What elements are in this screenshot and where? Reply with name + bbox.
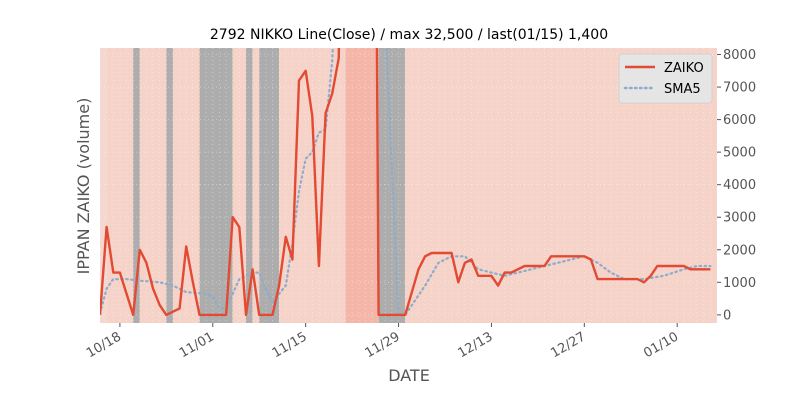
y-tick-label: 1000: [723, 276, 756, 291]
x-tick-label: 12/27: [548, 329, 588, 361]
y-tick-label: 2000: [723, 243, 756, 258]
background-band-pink: [172, 48, 200, 323]
grid-lines: [100, 48, 717, 323]
x-tick-label: 11/01: [177, 329, 217, 361]
background-band-pink: [252, 48, 260, 323]
background-band-pink: [139, 48, 167, 323]
background-band-gray: [378, 48, 406, 323]
y-tick-label: 8000: [723, 48, 756, 63]
series-layer: [100, 48, 712, 317]
legend-label-zaiko: ZAIKO: [664, 61, 704, 76]
x-tick-label: 01/10: [641, 329, 681, 361]
x-tick-label: 11/15: [270, 329, 310, 361]
x-axis: 10/18 11/01 11/15 11/29 12/13 12/27 01/10: [84, 323, 681, 361]
background-band-gray: [199, 48, 233, 323]
background-band-gray: [133, 48, 140, 323]
x-tick-label: 12/13: [455, 329, 495, 361]
y-tick-label: 7000: [723, 81, 756, 96]
background-band-gray: [245, 48, 253, 323]
y-tick-label: 6000: [723, 113, 756, 128]
background-band-red: [345, 48, 379, 323]
background-band-pink: [106, 48, 134, 323]
y-tick-label: 3000: [723, 211, 756, 226]
x-axis-label: DATE: [388, 366, 430, 385]
y-axis-label: IPPAN ZAIKO (volume): [74, 98, 93, 275]
y-tick-label: 0: [723, 308, 731, 323]
chart-title: 2792 NIKKO Line(Close) / max 32,500 / la…: [210, 27, 608, 43]
y-axis: 0 1000 2000 3000 4000 5000 6000 7000 8000: [717, 48, 756, 323]
y-tick-label: 4000: [723, 178, 756, 193]
x-tick-label: 11/29: [363, 329, 403, 361]
background-band-pink: [279, 48, 346, 323]
legend-label-sma5: SMA5: [664, 82, 701, 97]
y-tick-label: 5000: [723, 146, 756, 161]
background-band-light: [100, 48, 107, 323]
background-band-pink: [232, 48, 246, 323]
background-band-gray: [259, 48, 280, 323]
series-line-zaiko: [100, 48, 711, 317]
legend: ZAIKO SMA5: [618, 53, 713, 104]
background-bands: [100, 48, 717, 323]
series-line-sma5: [100, 48, 712, 316]
background-band-gray: [166, 48, 173, 323]
x-tick-label: 10/18: [84, 329, 124, 361]
